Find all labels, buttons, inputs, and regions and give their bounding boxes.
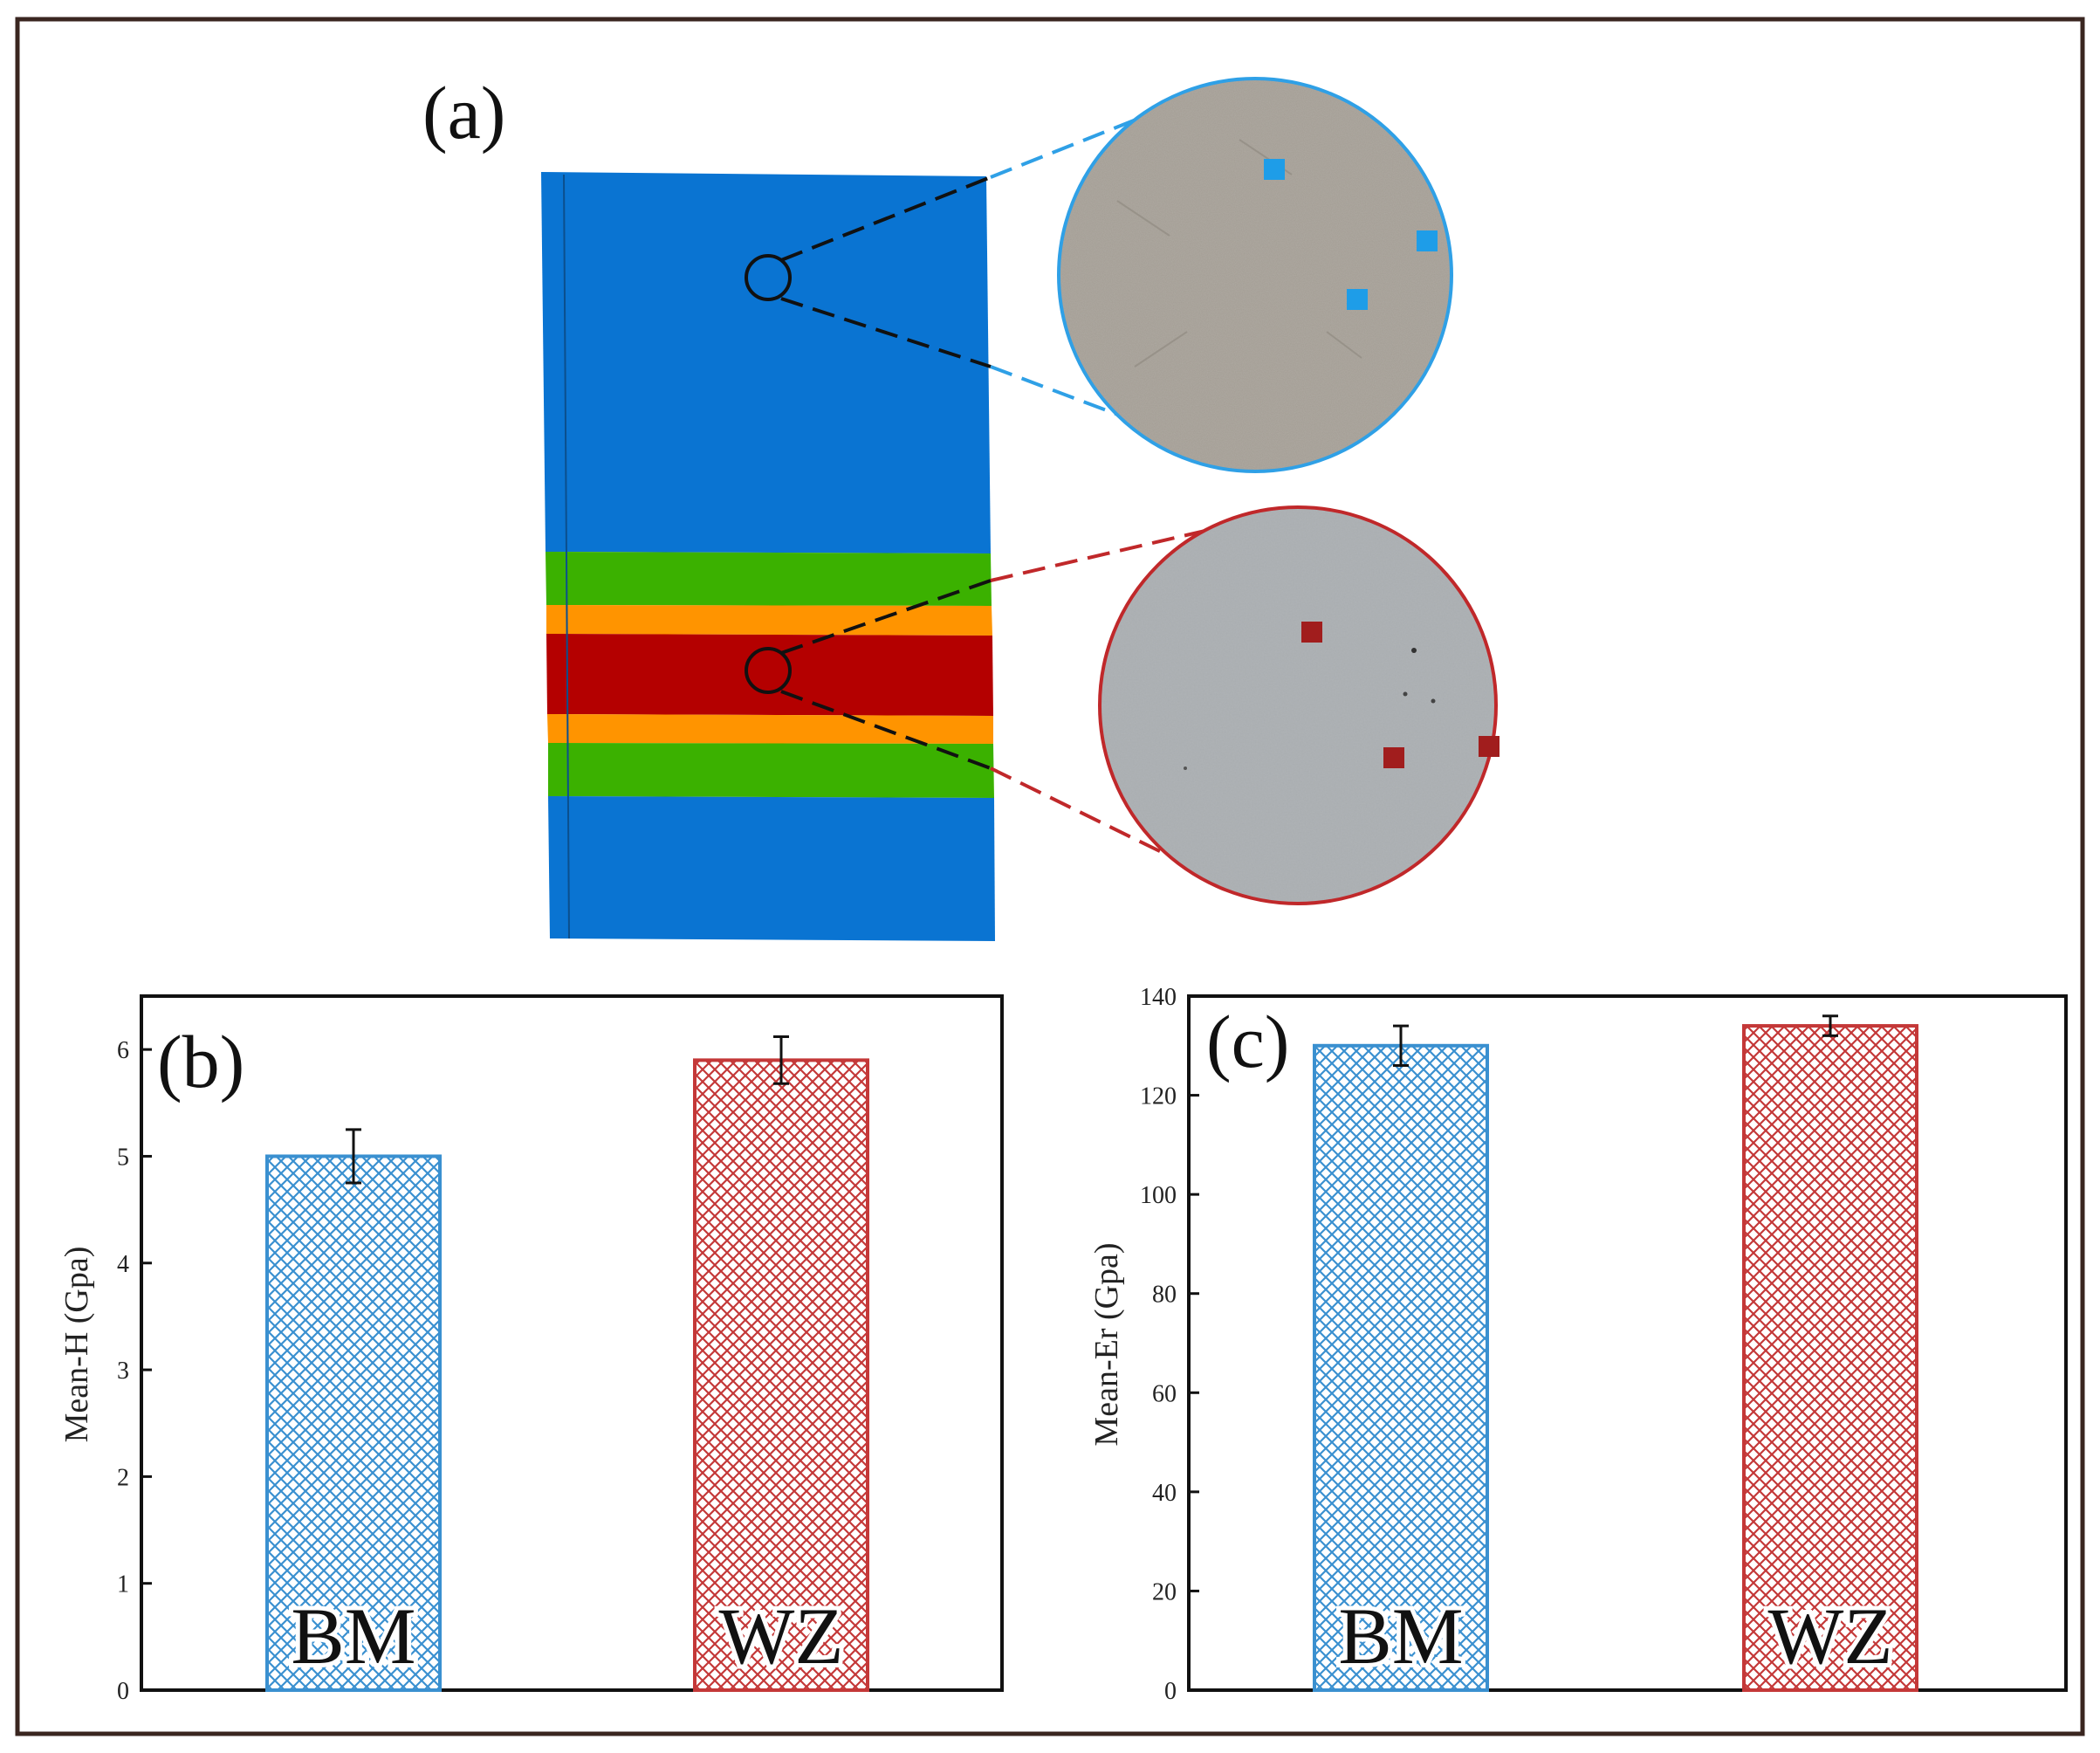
y-tick-label: 1 <box>117 1571 129 1598</box>
weld-joint-schematic <box>541 172 995 941</box>
indent-marker-icon <box>1383 747 1404 768</box>
category-label: BM <box>1338 1591 1463 1681</box>
base-metal-upper <box>541 172 991 553</box>
error-bar <box>346 1128 361 1185</box>
y-axis-ticks: 0 20 40 60 80 100 120 140 <box>1140 984 1199 1705</box>
panel-b-label: (b) <box>157 1020 244 1103</box>
bm-micrograph <box>1057 77 1453 473</box>
y-axis-title: Mean-Er (Gpa) <box>1088 1242 1125 1446</box>
indent-marker-icon <box>1347 289 1368 310</box>
haz-green-lower <box>548 743 994 798</box>
y-tick-label: 40 <box>1152 1480 1177 1507</box>
y-tick-label: 100 <box>1140 1182 1177 1209</box>
bar-bm <box>265 1154 442 1692</box>
indent-marker-icon <box>1264 159 1285 180</box>
panel-a-label: (a) <box>422 71 505 155</box>
y-tick-label: 0 <box>117 1678 129 1705</box>
error-bar <box>1393 1024 1409 1067</box>
y-tick-label: 2 <box>117 1464 129 1491</box>
category-label: WZ <box>718 1591 843 1681</box>
error-bar <box>1822 1014 1838 1037</box>
plot-frame <box>140 994 1004 1692</box>
y-tick-label: 120 <box>1140 1083 1177 1110</box>
figure-frame <box>15 17 2085 1736</box>
y-tick-label: 5 <box>117 1144 129 1171</box>
bars: BM WZ <box>1313 1014 1918 1693</box>
indent-marker-icon <box>1479 736 1500 757</box>
weld-zone <box>546 634 993 716</box>
bars: BM WZ <box>265 1035 869 1692</box>
panel-b: (b) Mean-H (Gpa) 0 1 2 3 4 5 6 BM WZ <box>58 994 1004 1705</box>
haz-green-upper <box>546 552 992 606</box>
indent-marker-icon <box>1301 622 1322 643</box>
panel-c-label: (c) <box>1206 1000 1289 1083</box>
zoom-circle-icon <box>745 254 792 301</box>
panel-a: (a) <box>422 71 1500 941</box>
plot-frame <box>1187 994 2068 1692</box>
y-axis-title: Mean-H (Gpa) <box>58 1247 95 1443</box>
wz-micrograph <box>1098 505 1500 905</box>
y-tick-label: 60 <box>1152 1380 1177 1407</box>
indent-marker-icon <box>1417 230 1438 251</box>
bar-bm <box>1313 1043 1489 1693</box>
category-label: WZ <box>1767 1591 1892 1681</box>
haz-orange-lower <box>547 714 993 744</box>
plate-edge-line <box>563 174 570 939</box>
panel-c: (c) Mean-Er (Gpa) 0 20 40 60 80 100 120 140 BM W… <box>1088 984 2068 1705</box>
y-tick-label: 140 <box>1140 984 1177 1011</box>
category-label: BM <box>291 1591 415 1681</box>
bar-wz <box>1742 1024 1918 1692</box>
y-tick-label: 80 <box>1152 1282 1177 1309</box>
y-axis-ticks: 0 1 2 3 4 5 6 <box>117 1037 152 1705</box>
bar-wz <box>693 1058 869 1692</box>
haz-orange-upper <box>546 605 992 636</box>
y-tick-label: 6 <box>117 1037 129 1064</box>
y-tick-label: 20 <box>1152 1578 1177 1605</box>
error-bar <box>773 1035 789 1085</box>
y-tick-label: 4 <box>117 1251 129 1278</box>
y-tick-label: 0 <box>1164 1678 1177 1705</box>
y-tick-label: 3 <box>117 1358 129 1385</box>
zoom-circle-icon <box>745 647 792 694</box>
base-metal-lower <box>548 796 995 941</box>
